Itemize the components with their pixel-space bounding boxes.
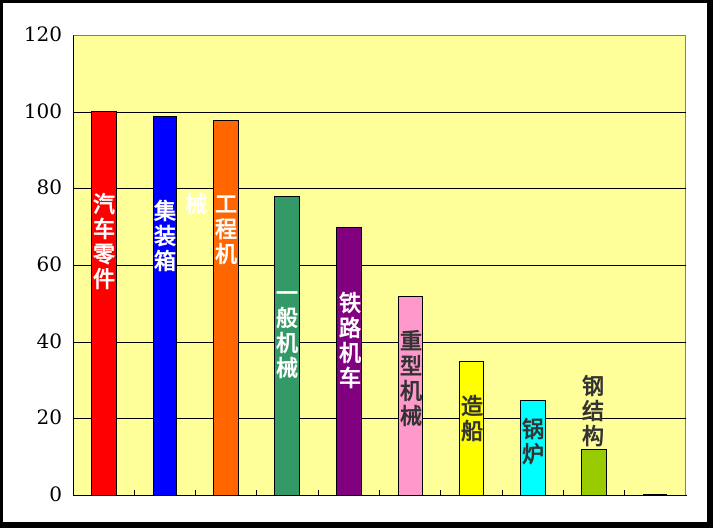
gridline-40 [73, 342, 686, 343]
label-steel-structure: 钢结构 [581, 375, 604, 450]
x-tick [440, 490, 441, 495]
label-heavy-machinery: 重型机械 [399, 330, 422, 430]
x-tick [256, 490, 257, 495]
bar-heavy-machinery [398, 296, 423, 496]
gridline-100 [73, 112, 686, 113]
bar-shipbuilding [459, 361, 484, 496]
bar-boiler [520, 400, 546, 496]
x-tick [379, 490, 380, 495]
y-tick-60: 60 [36, 252, 62, 276]
label-general-machinery: 一般机械 [275, 282, 298, 382]
y-tick-80: 80 [36, 175, 62, 199]
bar-railway-locomotive [336, 227, 362, 496]
bar-steel-structure [581, 449, 607, 496]
label-stray-char: 械 [184, 193, 207, 218]
x-tick [563, 490, 564, 495]
x-tick [502, 490, 503, 495]
label-auto-parts: 汽车零件 [92, 193, 115, 293]
gridline-20 [73, 418, 686, 419]
y-tick-40: 40 [36, 329, 62, 353]
x-tick [318, 490, 319, 495]
label-shipbuilding: 造船 [460, 395, 483, 445]
bar-general-machinery [274, 196, 300, 496]
x-tick [134, 490, 135, 495]
gridline-60 [73, 265, 686, 266]
y-tick-120: 120 [23, 22, 62, 46]
y-tick-0: 0 [49, 482, 62, 506]
label-containers: 集装箱 [153, 200, 176, 275]
label-railway-locomotive: 铁路机车 [338, 292, 361, 392]
label-boiler: 锅炉 [521, 418, 544, 468]
label-construction-machinery: 工程机 [214, 193, 237, 268]
x-axis [73, 495, 687, 496]
y-tick-100: 100 [23, 99, 62, 123]
y-axis [73, 35, 74, 496]
bar-containers [153, 116, 177, 496]
bar-auto-parts [91, 111, 117, 496]
y-tick-20: 20 [36, 405, 62, 429]
bar-construction-machinery [213, 120, 239, 496]
gridline-80 [73, 188, 686, 189]
x-tick [624, 490, 625, 495]
x-tick [195, 490, 196, 495]
